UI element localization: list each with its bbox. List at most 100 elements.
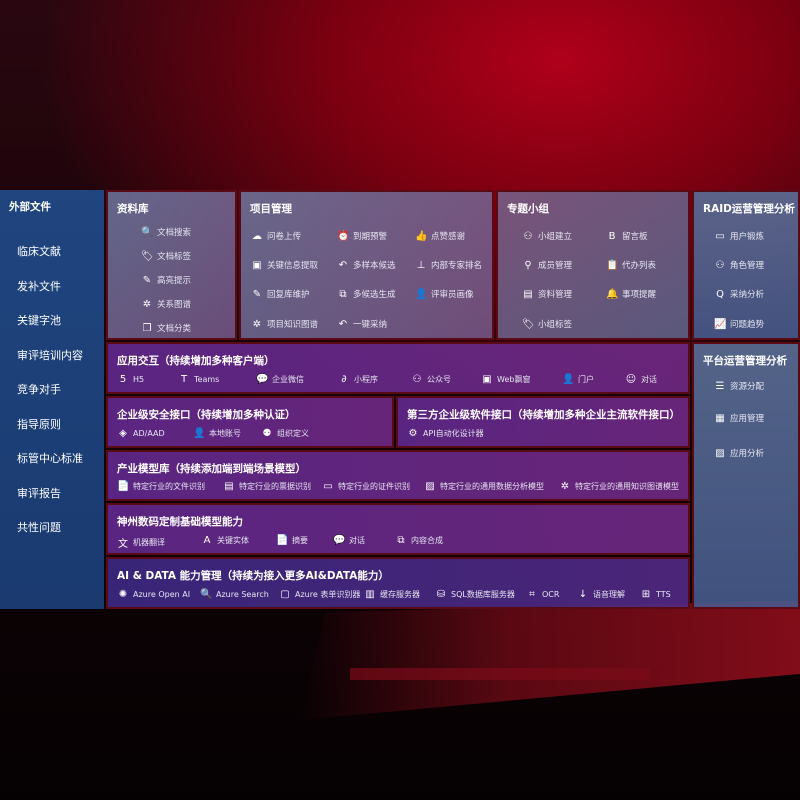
item-puzzle[interactable]: ⧉ 内容合成 xyxy=(395,535,443,546)
item-label: 用户锻炼 xyxy=(730,232,765,242)
item-doc[interactable]: 📄 特定行业的文件识别 xyxy=(117,481,205,492)
item-form[interactable]: ▢ Azure 表单识别器 xyxy=(279,589,360,600)
item-label: 门户 xyxy=(578,375,594,384)
item-cloud-upload[interactable]: ☁ 问卷上传 xyxy=(251,230,301,243)
item-tag[interactable]: 🏷 小组标签 xyxy=(522,318,572,331)
item-users[interactable]: ⚇ 角色管理 xyxy=(714,259,765,272)
cloud-upload-icon: ☁ xyxy=(252,230,262,242)
item-bbs[interactable]: B 留言板 xyxy=(606,230,648,243)
item-cache[interactable]: ▥ 缓存服务器 xyxy=(364,589,420,600)
item-user[interactable]: 👤 本地账号 xyxy=(193,428,241,439)
item-folder[interactable]: ▤ 资料管理 xyxy=(522,288,572,301)
project-panel: 项目管理 ☁ 问卷上传 ⏰ 到期预警 👍 点赞感谢 ▣ 关键信息提取 ↶ 多样本候选 ⊥ 内部专家排名 ✎… xyxy=(239,190,494,340)
item-chat-users[interactable]: ☺ 对话 xyxy=(625,374,657,385)
item-graph[interactable]: ✲ 特定行业的通用知识图谱模型 xyxy=(559,481,679,492)
item-thumbs-up[interactable]: 👍 点赞感谢 xyxy=(415,230,465,243)
item-id-card[interactable]: ▭ 用户锻炼 xyxy=(714,230,765,243)
item-wechat[interactable]: 💬 企业微信 xyxy=(256,374,304,385)
item-entity[interactable]: A 关键实体 xyxy=(201,535,249,546)
item-label: OCR xyxy=(542,590,560,599)
panel-title: 外部文件 xyxy=(9,201,51,213)
sidebar-item[interactable]: 共性问题 xyxy=(17,521,61,534)
item-user[interactable]: 👤 门户 xyxy=(562,374,594,385)
item-users[interactable]: ⚇ 小组建立 xyxy=(522,230,573,243)
item-doc[interactable]: 📄 摘要 xyxy=(276,535,308,546)
sidebar-item[interactable]: 审评报告 xyxy=(17,486,61,500)
item-tts[interactable]: ⊞ TTS xyxy=(640,589,671,600)
group-panel: 专题小组 ⚇ 小组建立 B 留言板 ⚲ 成员管理 📋 代办列表 ▤ 资料管理 🔔 事项提醒 🏷 小组标签 xyxy=(496,190,690,340)
item-chat[interactable]: 💬 对话 xyxy=(333,535,365,546)
sidebar-item[interactable]: 关键字池 xyxy=(17,314,61,327)
item-reply[interactable]: ↶ 多样本候选 xyxy=(337,259,396,272)
item-graph[interactable]: ✲ 项目知识图谱 xyxy=(251,318,318,331)
item-database[interactable]: ⛁ SQL数据库服务器 xyxy=(435,589,515,600)
item-org[interactable]: ⚉ 组织定义 xyxy=(261,428,309,439)
item-teams[interactable]: T Teams xyxy=(178,374,219,385)
html5-icon: 5 xyxy=(119,374,127,385)
users-icon: ⚇ xyxy=(412,374,422,385)
item-label: 文档搜索 xyxy=(157,228,192,238)
item-label: 内容合成 xyxy=(411,536,443,545)
item-alarm[interactable]: ⏰ 到期预警 xyxy=(337,230,388,243)
item-openai[interactable]: ✺ Azure Open AI xyxy=(117,589,190,600)
item-doc-search[interactable]: 🔍 Azure Search xyxy=(200,589,269,600)
item-window[interactable]: ▣ 关键信息提取 xyxy=(251,259,318,272)
item-label: Teams xyxy=(194,375,220,384)
item-clipboard[interactable]: 📋 代办列表 xyxy=(606,259,656,272)
item-reply[interactable]: ↶ 一键采纳 xyxy=(337,318,387,331)
sidebar-item[interactable]: 发补文件 xyxy=(17,279,61,293)
item-label: 采纳分析 xyxy=(730,290,765,300)
sidebar-item[interactable]: 竞争对手 xyxy=(17,383,61,396)
industry-panel: 产业模型库（持续添加端到端场景模型） 📄 特定行业的文件识别 ▤ 特定行业的票据识别 ▭ 特… xyxy=(106,450,690,501)
sidebar-item[interactable]: 指导原则 xyxy=(17,417,61,431)
item-graph[interactable]: ✲ 关系图谱 xyxy=(141,298,191,311)
item-gear[interactable]: ⚙ API自动化设计器 xyxy=(407,428,484,439)
sidebar-item[interactable]: 临床文献 xyxy=(17,245,61,258)
item-label: 本地账号 xyxy=(209,429,241,438)
item-translate[interactable]: 文机器翻译 xyxy=(117,535,165,550)
item-pen[interactable]: ✎ 回复库维护 xyxy=(251,288,310,301)
item-trend[interactable]: 📈 问题趋势 xyxy=(714,318,764,331)
item-doc-search[interactable]: 🔍 文档搜索 xyxy=(141,226,192,239)
item-html5[interactable]: 5 H5 xyxy=(117,374,144,385)
item-user-add[interactable]: ⚲ 成员管理 xyxy=(522,259,572,272)
item-receipt[interactable]: ▤ 特定行业的票据识别 xyxy=(223,481,311,492)
ai-data-panel: AI & DATA 能力管理（持续为接入更多AI&DATA能力） ✺ Azure O… xyxy=(106,557,690,609)
item-label: 企业微信 xyxy=(272,375,304,384)
item-ranking[interactable]: ⊥ 内部专家排名 xyxy=(415,259,483,272)
item-label: 特定行业的通用数据分析模型 xyxy=(440,482,544,491)
item-chart[interactable]: ▨ 应用分析 xyxy=(714,447,764,460)
graph-icon: ✲ xyxy=(560,481,570,492)
item-label: 内部专家排名 xyxy=(431,261,483,271)
item-voice[interactable]: ↓ 语音理解 xyxy=(577,589,625,600)
item-diamond[interactable]: ◈ AD/AAD xyxy=(117,428,165,439)
item-qa[interactable]: Q 采纳分析 xyxy=(714,288,765,301)
item-window[interactable]: ▣ Web飘窗 xyxy=(481,374,530,385)
cache-icon: ▥ xyxy=(365,589,375,600)
item-users[interactable]: ⚇ 公众号 xyxy=(411,374,451,385)
item-id-card[interactable]: ▭ 特定行业的证件识别 xyxy=(322,481,410,492)
item-user[interactable]: 👤 评审员画像 xyxy=(415,288,474,301)
reply-icon: ↶ xyxy=(338,318,348,330)
window-icon: ▣ xyxy=(482,374,492,385)
item-label: 多样本候选 xyxy=(353,261,396,271)
sidebar-item[interactable]: 审评培训内容 xyxy=(17,348,83,362)
item-doc-stack[interactable]: ❐ 文档分类 xyxy=(141,322,192,335)
item-label: 到期预警 xyxy=(353,232,388,242)
wechat-icon: 💬 xyxy=(256,374,269,385)
item-apps[interactable]: ▦ 应用管理 xyxy=(714,412,764,425)
item-ocr[interactable]: ⌗ OCR xyxy=(526,589,559,600)
item-label: 缓存服务器 xyxy=(380,590,420,599)
chat-icon: 💬 xyxy=(333,535,346,546)
sidebar-item[interactable]: 标管中心标准 xyxy=(17,452,83,465)
item-puzzle[interactable]: ⧉ 多候选生成 xyxy=(337,288,395,301)
tts-icon: ⊞ xyxy=(641,589,651,600)
item-chart[interactable]: ▨ 特定行业的通用数据分析模型 xyxy=(424,481,544,492)
chart-icon: ▨ xyxy=(715,447,725,459)
item-miniprogram[interactable]: ∂ 小程序 xyxy=(338,374,378,385)
item-tag[interactable]: 🏷 文档标签 xyxy=(141,250,191,263)
item-list[interactable]: ☰ 资源分配 xyxy=(714,380,765,393)
item-bell[interactable]: 🔔 事项提醒 xyxy=(606,288,656,301)
item-pen[interactable]: ✎ 高亮提示 xyxy=(141,274,191,287)
user-icon: 👤 xyxy=(562,374,575,385)
